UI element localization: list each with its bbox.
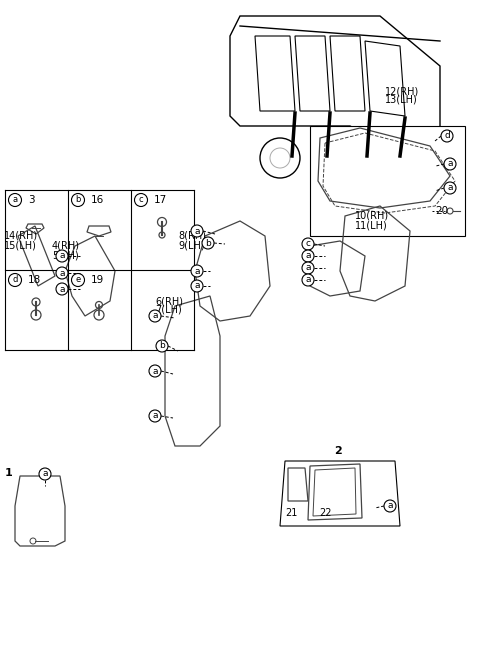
Circle shape <box>191 280 203 292</box>
Text: 18: 18 <box>28 275 41 285</box>
Circle shape <box>384 500 396 512</box>
Text: 12(RH): 12(RH) <box>385 86 419 96</box>
Circle shape <box>302 238 314 250</box>
Text: a: a <box>59 268 65 277</box>
Text: a: a <box>152 367 158 375</box>
Circle shape <box>302 262 314 274</box>
Text: a: a <box>194 226 200 236</box>
Circle shape <box>156 340 168 352</box>
Text: a: a <box>387 501 393 510</box>
Circle shape <box>191 265 203 277</box>
Text: a: a <box>12 195 18 205</box>
Text: d: d <box>444 131 450 140</box>
Circle shape <box>9 274 22 287</box>
Circle shape <box>9 194 22 207</box>
Text: a: a <box>447 184 453 192</box>
Text: c: c <box>305 239 311 249</box>
Text: a: a <box>194 281 200 291</box>
Circle shape <box>202 237 214 249</box>
Text: 8(RH): 8(RH) <box>178 231 206 241</box>
Text: 10(RH): 10(RH) <box>355 211 389 221</box>
Circle shape <box>302 274 314 286</box>
Text: 22: 22 <box>319 508 331 518</box>
Text: b: b <box>205 239 211 247</box>
Circle shape <box>72 274 84 287</box>
Text: c: c <box>139 195 144 205</box>
Circle shape <box>134 194 147 207</box>
Text: a: a <box>305 264 311 272</box>
Circle shape <box>72 194 84 207</box>
Text: b: b <box>159 342 165 350</box>
Circle shape <box>302 250 314 262</box>
Circle shape <box>441 130 453 142</box>
Text: a: a <box>305 276 311 285</box>
Text: 20: 20 <box>435 206 448 216</box>
Circle shape <box>444 182 456 194</box>
Text: 7(LH): 7(LH) <box>155 305 182 315</box>
Text: 2: 2 <box>334 446 342 456</box>
Text: a: a <box>59 285 65 293</box>
Text: a: a <box>447 159 453 169</box>
Text: a: a <box>59 251 65 260</box>
Text: 4(RH): 4(RH) <box>52 241 80 251</box>
Text: 6(RH): 6(RH) <box>155 296 183 306</box>
Circle shape <box>191 225 203 237</box>
Text: d: d <box>12 276 18 285</box>
Circle shape <box>56 267 68 279</box>
Text: a: a <box>194 266 200 276</box>
Text: 5(LH): 5(LH) <box>52 250 79 260</box>
Text: 21: 21 <box>285 508 297 518</box>
Circle shape <box>444 158 456 170</box>
Text: 16: 16 <box>91 195 104 205</box>
Circle shape <box>149 410 161 422</box>
Circle shape <box>149 310 161 322</box>
Circle shape <box>56 283 68 295</box>
Text: 3: 3 <box>28 195 35 205</box>
Text: a: a <box>42 470 48 478</box>
Text: 11(LH): 11(LH) <box>355 220 388 230</box>
Text: 15(LH): 15(LH) <box>4 240 37 250</box>
Circle shape <box>149 365 161 377</box>
Text: a: a <box>152 411 158 420</box>
Text: a: a <box>152 312 158 321</box>
Circle shape <box>56 250 68 262</box>
Text: e: e <box>75 276 81 285</box>
Text: 14(RH): 14(RH) <box>4 231 38 241</box>
Text: 13(LH): 13(LH) <box>385 95 418 105</box>
Circle shape <box>39 468 51 480</box>
FancyBboxPatch shape <box>310 126 465 236</box>
Text: a: a <box>305 251 311 260</box>
Text: 19: 19 <box>91 275 104 285</box>
Text: 1: 1 <box>5 468 13 478</box>
Text: b: b <box>75 195 81 205</box>
Text: 17: 17 <box>154 195 167 205</box>
Text: 9(LH): 9(LH) <box>178 240 204 250</box>
